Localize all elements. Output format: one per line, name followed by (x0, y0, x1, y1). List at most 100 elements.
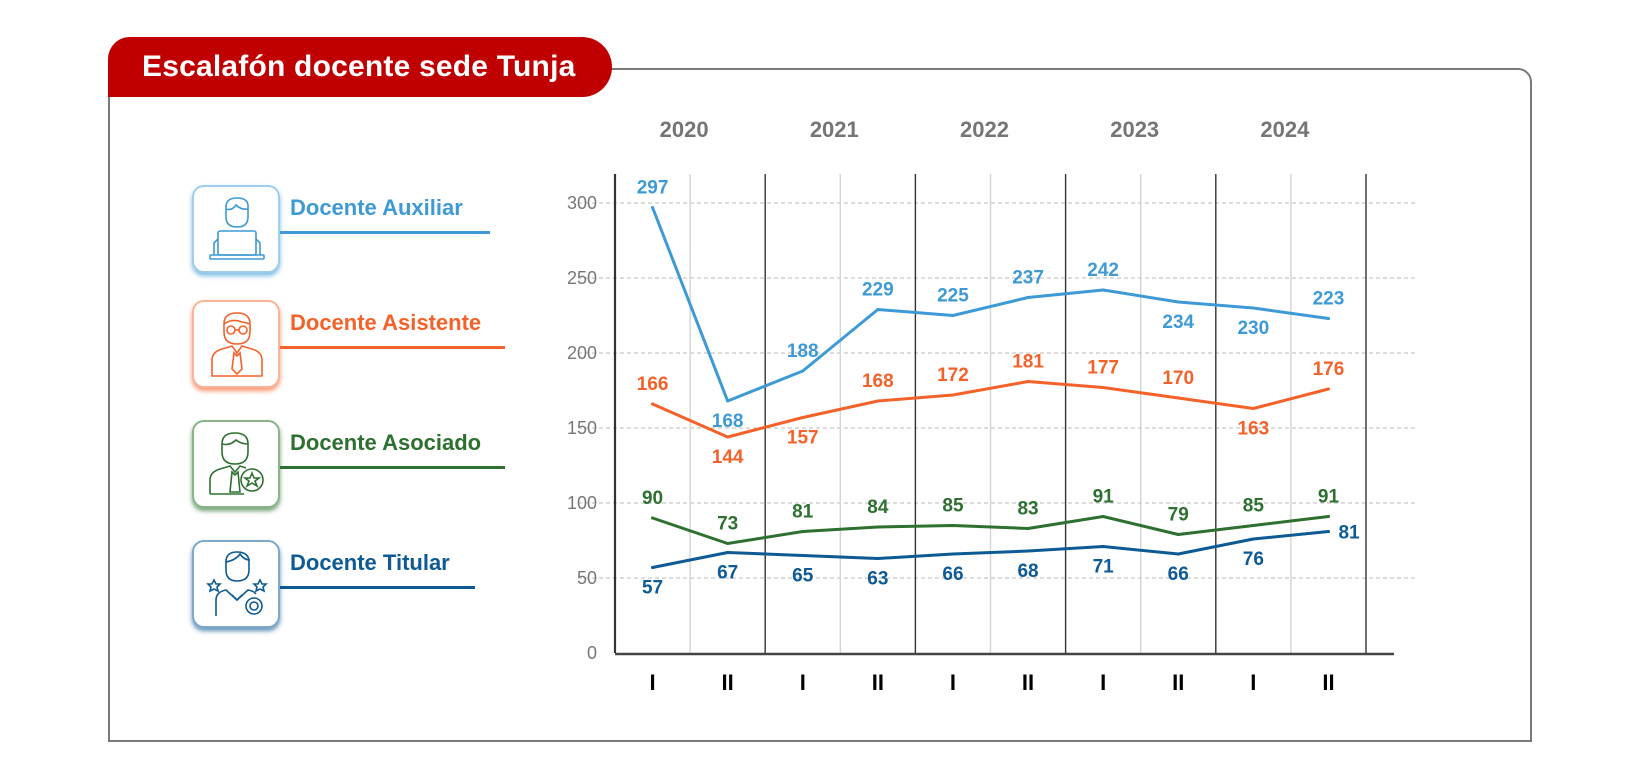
data-label: 157 (787, 428, 819, 449)
teacher-glasses-tie-icon (211, 312, 263, 377)
data-label: 242 (1087, 260, 1119, 281)
data-point (1101, 386, 1105, 389)
data-label: 168 (862, 371, 894, 392)
data-label: 237 (1012, 268, 1044, 289)
series-line-docente-asistente (651, 380, 1330, 439)
data-point (1101, 545, 1105, 548)
data-point (801, 554, 805, 557)
x-tick-label: I (1100, 670, 1106, 695)
data-label: 65 (792, 566, 814, 587)
data-point (951, 393, 955, 397)
series-line-docente-asociado (651, 515, 1330, 545)
x-tick-label: II (872, 670, 884, 695)
data-point (1326, 317, 1330, 320)
data-label: 144 (712, 447, 744, 468)
year-label: 2020 (660, 117, 709, 142)
data-label: 85 (1243, 496, 1265, 517)
data-point (876, 525, 880, 529)
data-label: 91 (1093, 487, 1115, 508)
x-tick-label: II (1022, 670, 1034, 695)
data-point (1251, 537, 1255, 541)
year-label: 2023 (1110, 117, 1159, 142)
legend-item-auxiliar: Docente Auxiliar (192, 185, 512, 277)
data-point (1326, 387, 1330, 391)
data-point (1176, 396, 1180, 400)
data-label: 163 (1237, 419, 1269, 440)
legend-item-titular: Docente Titular (192, 540, 512, 632)
y-tick-label: 150 (567, 418, 597, 438)
data-point (801, 369, 805, 373)
data-point (1251, 407, 1255, 410)
data-point (1326, 515, 1330, 518)
data-label: 166 (637, 374, 669, 395)
year-label: 2022 (960, 117, 1009, 142)
data-point (1176, 533, 1180, 536)
legend-label: Docente Titular (290, 550, 450, 575)
data-label: 63 (867, 569, 888, 590)
data-point (1176, 300, 1180, 304)
data-point (951, 524, 955, 527)
legend-label: Docente Asociado (290, 430, 482, 455)
legend-line (280, 586, 475, 589)
data-label: 234 (1162, 312, 1194, 333)
x-tick-label: I (1250, 670, 1256, 695)
data-point (726, 399, 730, 403)
data-point (651, 206, 655, 209)
data-label: 73 (717, 514, 738, 535)
data-point (1251, 524, 1255, 527)
x-tick-label: II (1322, 670, 1334, 695)
legend-item-asociado: Docente Asociado (192, 420, 512, 512)
data-label: 90 (642, 488, 663, 509)
data-point (1026, 527, 1030, 530)
data-label: 84 (867, 497, 889, 518)
data-point (651, 402, 655, 406)
data-point (951, 314, 955, 317)
data-point (1101, 515, 1105, 518)
data-point (876, 399, 880, 403)
data-label: 79 (1168, 505, 1189, 526)
data-point (726, 542, 730, 545)
data-label: 177 (1087, 358, 1119, 379)
legend-icon-box (192, 420, 280, 508)
data-label: 176 (1313, 359, 1345, 380)
y-tick-label: 200 (567, 343, 597, 363)
data-label: 181 (1012, 352, 1044, 373)
legend-label: Docente Asistente (290, 310, 482, 335)
legend-icon-box (192, 540, 280, 628)
data-label: 66 (942, 564, 963, 585)
data-point (876, 557, 880, 560)
data-point (1026, 380, 1030, 383)
data-point (1101, 288, 1105, 292)
data-point (1026, 296, 1030, 299)
teacher-laptop-icon (209, 197, 265, 260)
data-label: 172 (937, 365, 969, 386)
data-point (1026, 549, 1030, 553)
data-label: 67 (717, 563, 738, 584)
x-tick-label: II (722, 670, 734, 695)
data-point (726, 551, 730, 554)
data-label: 83 (1017, 499, 1038, 520)
y-tick-label: 300 (567, 193, 597, 213)
data-label: 76 (1243, 549, 1264, 570)
data-label: 170 (1162, 368, 1194, 389)
legend-icon-box (192, 185, 280, 273)
legend-icon-box (192, 300, 280, 388)
data-label: 223 (1313, 289, 1345, 310)
data-point (801, 530, 805, 533)
data-label: 85 (942, 496, 964, 517)
legend-line (280, 466, 505, 469)
legend-item-asistente: Docente Asistente (192, 300, 512, 392)
data-point (726, 435, 730, 439)
year-label: 2024 (1260, 117, 1310, 142)
data-point (876, 308, 880, 311)
series-line-docente-auxiliar (651, 206, 1330, 403)
data-point (651, 566, 655, 569)
data-point (951, 552, 955, 556)
data-label: 68 (1017, 561, 1038, 582)
data-label: 57 (642, 578, 663, 599)
x-tick-label: I (649, 670, 655, 695)
legend-line (280, 231, 490, 234)
data-point (651, 516, 655, 520)
data-label: 297 (637, 178, 669, 199)
data-label: 230 (1237, 318, 1269, 339)
